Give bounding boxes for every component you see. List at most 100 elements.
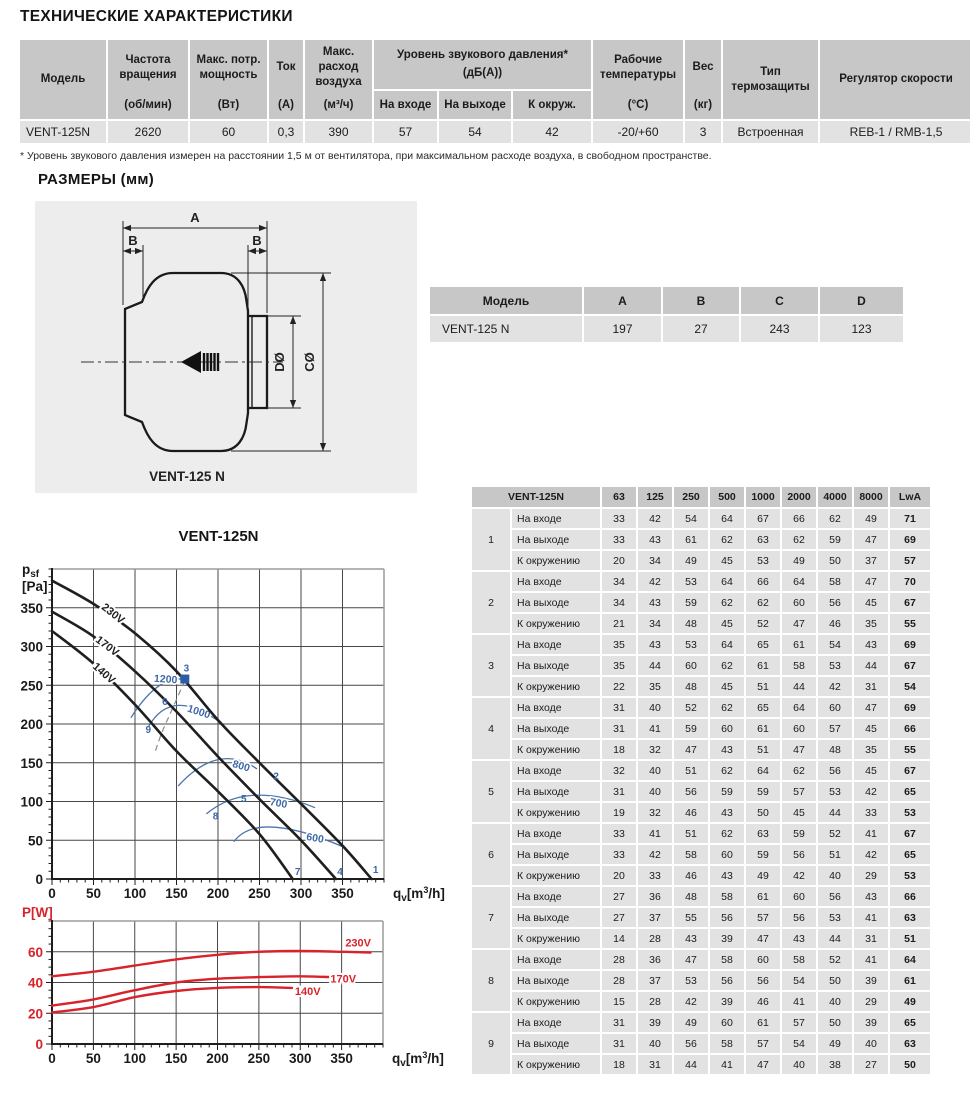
noise-value: 31 bbox=[602, 719, 636, 738]
noise-value: 41 bbox=[782, 992, 816, 1011]
noise-value: 62 bbox=[746, 593, 780, 612]
noise-value: 41 bbox=[710, 1055, 744, 1074]
noise-row: К окружению 21 34 48 45 52 47 46 35 55 bbox=[472, 614, 930, 633]
noise-value: 62 bbox=[710, 698, 744, 717]
noise-value: 39 bbox=[710, 929, 744, 948]
noise-value: 59 bbox=[674, 593, 708, 612]
noise-value: 27 bbox=[854, 1055, 888, 1074]
noise-value: 66 bbox=[782, 509, 816, 528]
spec-header-model: Модель bbox=[20, 40, 106, 119]
noise-value: 32 bbox=[602, 761, 636, 780]
svg-text:0: 0 bbox=[48, 1051, 56, 1066]
noise-value: 60 bbox=[710, 845, 744, 864]
dim-label-b-left: B bbox=[128, 233, 137, 248]
noise-value: 56 bbox=[818, 761, 852, 780]
noise-value: 53 bbox=[746, 551, 780, 570]
svg-text:300: 300 bbox=[290, 886, 313, 901]
noise-row: К окружению 20 33 46 43 49 42 40 29 53 bbox=[472, 866, 930, 885]
noise-value: 53 bbox=[674, 572, 708, 591]
noise-row: К окружению 15 28 42 39 46 41 40 29 49 bbox=[472, 992, 930, 1011]
spec-value-speed: 2620 bbox=[108, 121, 188, 143]
speed-arc-label: 700 bbox=[269, 796, 288, 811]
svg-text:50: 50 bbox=[86, 1051, 101, 1066]
noise-value: 31 bbox=[602, 1013, 636, 1032]
noise-lwa-value: 69 bbox=[890, 530, 930, 549]
noise-value: 37 bbox=[638, 908, 672, 927]
noise-value: 58 bbox=[782, 656, 816, 675]
dims-value-b: 27 bbox=[663, 316, 739, 342]
noise-value: 67 bbox=[746, 509, 780, 528]
noise-row-label: На входе bbox=[512, 950, 600, 969]
pressure-flow-chart: 0 50 100 150 200 250 300 350 0 50 100 150 200 250 300 3… bbox=[20, 562, 444, 904]
noise-value: 28 bbox=[602, 971, 636, 990]
noise-value: 34 bbox=[602, 572, 636, 591]
operating-point-numbers: 1 2 3 4 5 6 7 8 9 bbox=[145, 664, 378, 878]
svg-text:300: 300 bbox=[289, 1051, 312, 1066]
noise-value: 56 bbox=[674, 782, 708, 801]
noise-value: 59 bbox=[710, 782, 744, 801]
noise-value: 44 bbox=[638, 656, 672, 675]
noise-value: 51 bbox=[674, 761, 708, 780]
noise-value: 59 bbox=[782, 824, 816, 843]
noise-row: На выходе 33 42 58 60 59 56 51 42 65 bbox=[472, 845, 930, 864]
noise-row: 2 На входе 34 42 53 64 66 64 58 47 70 bbox=[472, 572, 930, 633]
svg-text:200: 200 bbox=[20, 717, 43, 732]
series-230V bbox=[50, 579, 373, 881]
svg-text:200: 200 bbox=[206, 1051, 229, 1066]
noise-value: 49 bbox=[782, 551, 816, 570]
noise-row: К окружению 18 31 44 41 47 40 38 27 50 bbox=[472, 1055, 930, 1074]
spec-header-noise-group: Уровень звукового давления* (дБ(А)) bbox=[374, 40, 592, 89]
series-140V bbox=[50, 629, 294, 881]
speed-arc-700 bbox=[205, 794, 316, 815]
noise-value: 60 bbox=[782, 593, 816, 612]
noise-value: 37 bbox=[854, 551, 888, 570]
noise-value: 62 bbox=[710, 530, 744, 549]
noise-value: 53 bbox=[674, 635, 708, 654]
noise-value: 36 bbox=[638, 950, 672, 969]
noise-value: 49 bbox=[746, 866, 780, 885]
noise-value: 27 bbox=[602, 908, 636, 927]
noise-value: 56 bbox=[710, 971, 744, 990]
noise-lwa-value: 70 bbox=[890, 572, 930, 591]
noise-value: 55 bbox=[674, 908, 708, 927]
noise-value: 50 bbox=[746, 803, 780, 822]
svg-text:350: 350 bbox=[331, 886, 354, 901]
noise-value: 56 bbox=[746, 971, 780, 990]
noise-value: 65 bbox=[746, 635, 780, 654]
noise-value: 40 bbox=[854, 1034, 888, 1053]
noise-row: На выходе 31 41 59 60 61 60 57 45 66 bbox=[472, 719, 930, 738]
noise-row: На выходе 31 40 56 58 57 54 49 40 63 bbox=[472, 1034, 930, 1053]
noise-value: 47 bbox=[746, 929, 780, 948]
noise-row-label: К окружению bbox=[512, 929, 600, 948]
noise-value: 63 bbox=[746, 824, 780, 843]
noise-value: 35 bbox=[854, 614, 888, 633]
dims-header-b: B bbox=[663, 287, 739, 314]
noise-value: 35 bbox=[602, 635, 636, 654]
noise-value: 61 bbox=[746, 887, 780, 906]
noise-row-label: На выходе bbox=[512, 656, 600, 675]
noise-value: 27 bbox=[602, 887, 636, 906]
noise-row-label: На выходе bbox=[512, 1034, 600, 1053]
minor-ticks bbox=[46, 920, 384, 1050]
dim-label-a: A bbox=[190, 210, 200, 225]
speed-arc-600 bbox=[233, 826, 347, 849]
noise-row-label: На выходе bbox=[512, 845, 600, 864]
noise-group-number: 9 bbox=[472, 1013, 510, 1074]
noise-value: 51 bbox=[746, 740, 780, 759]
page-title: ТЕХНИЧЕСКИЕ ХАРАКТЕРИСТИКИ bbox=[20, 8, 293, 25]
noise-lwa-value: 69 bbox=[890, 635, 930, 654]
noise-table-body: 1 На входе 33 42 54 64 67 66 62 49 71 На выходе 33 43… bbox=[472, 509, 930, 1074]
noise-value: 40 bbox=[638, 761, 672, 780]
noise-row-label: На выходе bbox=[512, 530, 600, 549]
noise-value: 53 bbox=[818, 908, 852, 927]
spec-value-noise-outlet: 54 bbox=[439, 121, 511, 143]
svg-text:50: 50 bbox=[28, 833, 43, 848]
noise-value: 29 bbox=[854, 866, 888, 885]
noise-lwa-value: 61 bbox=[890, 971, 930, 990]
noise-group-number: 4 bbox=[472, 698, 510, 759]
noise-row: На выходе 33 43 61 62 63 62 59 47 69 bbox=[472, 530, 930, 549]
noise-lwa-value: 66 bbox=[890, 719, 930, 738]
noise-row: К окружению 18 32 47 43 51 47 48 35 55 bbox=[472, 740, 930, 759]
noise-value: 48 bbox=[674, 887, 708, 906]
